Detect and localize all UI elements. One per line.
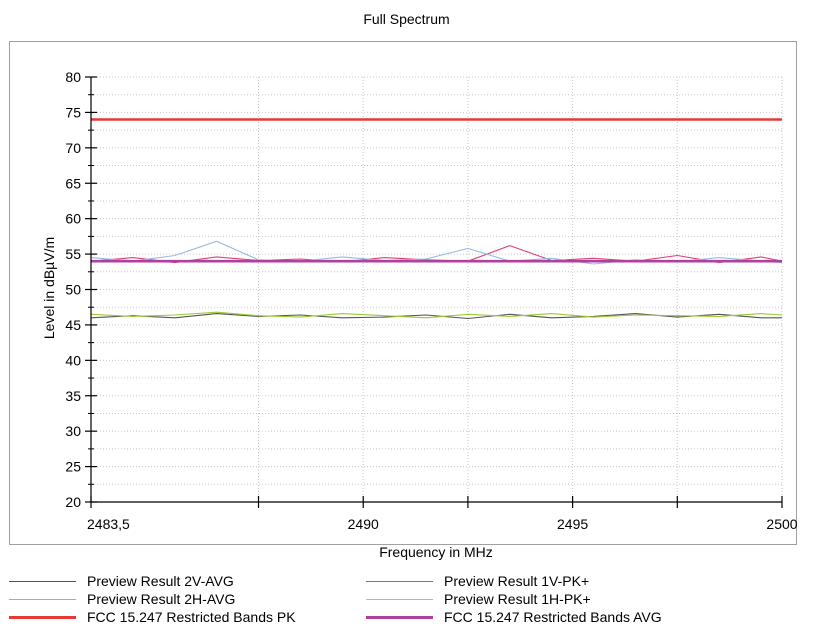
axes: 20 25 30 35 40 45 50 55 60 65 70 75 80 2483,5 2490 2495… (65, 69, 797, 532)
legend-item: FCC 15.247 Restricted Bands AVG (366, 608, 662, 626)
chart-frame (9, 41, 797, 545)
y-tick-label: 75 (65, 104, 81, 120)
y-tick-label: 45 (65, 317, 81, 333)
y-tick-label: 60 (65, 211, 81, 227)
x-tick-label: 2495 (557, 516, 588, 532)
legend-swatch (366, 580, 433, 582)
y-tick-label: 30 (65, 423, 81, 439)
series-layer (90, 118, 783, 320)
legend-item: Preview Result 1V-PK+ (366, 572, 589, 590)
chart-plot: 20 25 30 35 40 45 50 55 60 65 70 75 80 2483,5 2490 2495… (41, 69, 798, 560)
legend-label: FCC 15.247 Restricted Bands AVG (444, 609, 662, 625)
y-tick-label: 20 (65, 494, 81, 510)
y-tick-label: 40 (65, 352, 81, 368)
series-line-0 (90, 313, 782, 320)
y-axis-label: Level in dBµV/m (41, 237, 57, 339)
chart-title: Full Spectrum (363, 11, 450, 27)
y-tick-label: 65 (65, 175, 81, 191)
legend-label: Preview Result 2V-AVG (87, 573, 234, 589)
legend-swatch (9, 580, 76, 582)
x-tick-label: 2483,5 (87, 516, 130, 532)
legend-label: Preview Result 1H-PK+ (444, 591, 591, 607)
legend-swatch (9, 615, 76, 619)
y-tick-label: 50 (65, 282, 81, 298)
legend-swatch (9, 598, 76, 600)
y-tick-label: 25 (65, 459, 81, 475)
x-axis-label: Frequency in MHz (379, 544, 493, 560)
y-tick-label: 55 (65, 246, 81, 262)
legend-item: Preview Result 1H-PK+ (366, 590, 591, 608)
x-tick-label: 2490 (348, 516, 379, 532)
legend-swatch (366, 615, 433, 619)
legend-label: FCC 15.247 Restricted Bands PK (87, 609, 296, 625)
legend-swatch (366, 598, 433, 600)
y-tick-label: 80 (65, 69, 81, 85)
legend-item: Preview Result 2V-AVG (9, 572, 234, 590)
y-tick-label: 35 (65, 388, 81, 404)
legend: Preview Result 2V-AVG Preview Result 1V-P… (0, 572, 813, 630)
legend-item: FCC 15.247 Restricted Bands PK (9, 608, 296, 626)
series-line-1 (90, 311, 783, 319)
legend-label: Preview Result 2H-AVG (87, 591, 236, 607)
y-tick-label: 70 (65, 140, 81, 156)
legend-label: Preview Result 1V-PK+ (444, 573, 590, 589)
x-tick-label: 2500 (766, 516, 797, 532)
grid (91, 76, 783, 503)
legend-item: Preview Result 2H-AVG (9, 590, 235, 608)
